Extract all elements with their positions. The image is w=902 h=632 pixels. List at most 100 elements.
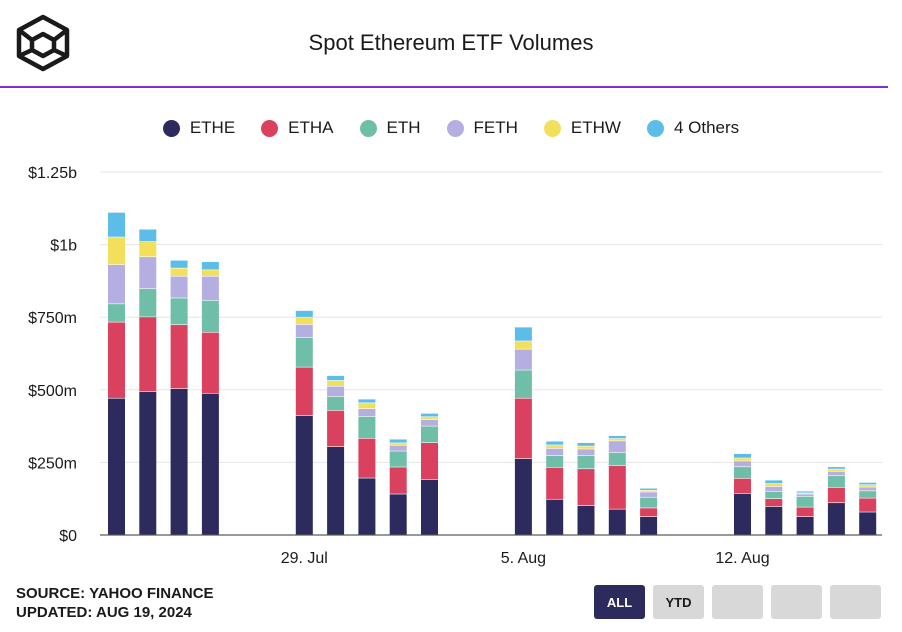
bar-feth-jul-29[interactable] — [295, 324, 313, 338]
bar-eth-jul-23[interactable] — [108, 304, 125, 322]
bar-ethw-aug-16[interactable] — [859, 485, 877, 487]
bar-ethw-aug-2[interactable] — [421, 417, 438, 420]
bar-feth-jul-30[interactable] — [327, 386, 345, 397]
bar-ethe-jul-29[interactable] — [295, 415, 313, 535]
bar-ethe-aug-8[interactable] — [608, 509, 626, 535]
bar-etha-jul-25[interactable] — [170, 325, 188, 389]
bar-etha-aug-8[interactable] — [608, 465, 626, 509]
bar-ethw-aug-15[interactable] — [827, 469, 845, 472]
bar-ethw-aug-12[interactable] — [734, 458, 751, 461]
bar-eth-jul-31[interactable] — [358, 416, 376, 438]
bar-eth-aug-12[interactable] — [734, 467, 751, 479]
bar-4-others-jul-23[interactable] — [108, 212, 125, 237]
bar-etha-jul-30[interactable] — [327, 410, 345, 447]
range-button-option-4[interactable] — [771, 585, 822, 619]
bar-4-others-aug-6[interactable] — [546, 441, 564, 445]
bar-4-others-jul-29[interactable] — [295, 310, 313, 317]
bar-ethw-jul-31[interactable] — [358, 403, 376, 409]
bar-feth-aug-15[interactable] — [827, 471, 845, 476]
bar-4-others-jul-25[interactable] — [170, 260, 188, 268]
bar-4-others-aug-15[interactable] — [827, 467, 845, 469]
bar-4-others-aug-5[interactable] — [514, 327, 532, 341]
bar-feth-aug-8[interactable] — [608, 441, 626, 453]
bar-ethe-aug-6[interactable] — [546, 499, 564, 535]
range-button-option-5[interactable] — [830, 585, 881, 619]
bar-ethw-jul-30[interactable] — [327, 380, 345, 387]
bar-feth-aug-13[interactable] — [765, 486, 783, 492]
bar-ethw-aug-1[interactable] — [389, 443, 407, 445]
legend-item-eth[interactable]: ETH — [359, 118, 421, 138]
bar-ethe-jul-31[interactable] — [358, 478, 376, 535]
bar-feth-aug-6[interactable] — [546, 448, 564, 456]
bar-4-others-aug-2[interactable] — [421, 413, 438, 417]
bar-ethw-aug-6[interactable] — [546, 445, 564, 449]
bar-ethe-aug-12[interactable] — [734, 493, 751, 535]
bar-feth-jul-25[interactable] — [170, 276, 188, 298]
bar-feth-aug-7[interactable] — [577, 449, 595, 456]
bar-eth-jul-30[interactable] — [327, 396, 345, 411]
bar-4-others-aug-12[interactable] — [734, 453, 751, 458]
bar-etha-jul-23[interactable] — [108, 322, 125, 398]
legend-item-etha[interactable]: ETHA — [261, 118, 334, 138]
bar-ethe-aug-14[interactable] — [796, 516, 814, 535]
bar-feth-aug-1[interactable] — [389, 445, 407, 451]
bar-eth-jul-26[interactable] — [201, 300, 219, 332]
bar-4-others-aug-1[interactable] — [389, 439, 407, 443]
bar-etha-aug-1[interactable] — [389, 467, 407, 494]
bar-feth-aug-2[interactable] — [421, 420, 438, 426]
bar-eth-aug-2[interactable] — [421, 426, 438, 443]
legend-item-feth[interactable]: FETH — [446, 118, 518, 138]
bar-feth-jul-31[interactable] — [358, 408, 376, 417]
bar-eth-aug-16[interactable] — [859, 491, 877, 498]
bar-eth-aug-1[interactable] — [389, 451, 407, 467]
bar-ethw-jul-23[interactable] — [108, 237, 125, 265]
bar-ethe-aug-5[interactable] — [514, 458, 532, 535]
bar-eth-aug-5[interactable] — [514, 370, 532, 398]
bar-ethe-aug-9[interactable] — [640, 516, 658, 535]
bar-ethe-jul-25[interactable] — [170, 388, 188, 535]
legend-item-4-others[interactable]: 4 Others — [646, 118, 739, 138]
bar-4-others-aug-7[interactable] — [577, 442, 595, 446]
bar-feth-jul-24[interactable] — [139, 257, 157, 289]
range-button-all[interactable]: ALL — [594, 585, 645, 619]
bar-feth-aug-16[interactable] — [859, 487, 877, 491]
bar-feth-aug-12[interactable] — [734, 461, 751, 467]
bar-etha-aug-2[interactable] — [421, 442, 438, 480]
bar-ethw-aug-8[interactable] — [608, 438, 626, 441]
bar-4-others-aug-9[interactable] — [640, 488, 658, 490]
bar-etha-aug-9[interactable] — [640, 508, 658, 517]
bar-ethw-aug-9[interactable] — [640, 490, 658, 492]
bar-eth-aug-9[interactable] — [640, 497, 658, 508]
range-button-ytd[interactable]: YTD — [653, 585, 704, 619]
bar-etha-aug-6[interactable] — [546, 467, 564, 499]
bar-eth-jul-29[interactable] — [295, 337, 313, 367]
bar-ethw-aug-7[interactable] — [577, 446, 595, 449]
bar-eth-aug-15[interactable] — [827, 476, 845, 488]
bar-ethe-aug-7[interactable] — [577, 505, 595, 535]
bar-ethw-jul-26[interactable] — [201, 270, 219, 276]
bar-ethw-aug-5[interactable] — [514, 341, 532, 349]
bar-eth-aug-8[interactable] — [608, 452, 626, 466]
legend-item-ethe[interactable]: ETHE — [162, 118, 235, 138]
bar-etha-aug-13[interactable] — [765, 498, 783, 507]
bar-ethe-aug-15[interactable] — [827, 503, 845, 535]
bar-4-others-jul-31[interactable] — [358, 399, 376, 403]
bar-ethe-aug-2[interactable] — [421, 479, 438, 535]
bar-etha-aug-5[interactable] — [514, 398, 532, 459]
bar-feth-jul-23[interactable] — [108, 264, 125, 304]
bar-eth-aug-7[interactable] — [577, 456, 595, 469]
bar-ethe-jul-23[interactable] — [108, 398, 125, 535]
bar-etha-jul-26[interactable] — [201, 332, 219, 393]
legend-item-ethw[interactable]: ETHW — [543, 118, 621, 138]
bar-feth-aug-9[interactable] — [640, 492, 658, 497]
bar-4-others-jul-26[interactable] — [201, 262, 219, 270]
bar-etha-aug-14[interactable] — [796, 507, 814, 517]
bar-eth-aug-14[interactable] — [796, 496, 814, 507]
bar-eth-jul-25[interactable] — [170, 298, 188, 325]
bar-4-others-jul-30[interactable] — [327, 375, 345, 381]
bar-ethw-jul-29[interactable] — [295, 317, 313, 325]
bar-ethe-aug-16[interactable] — [859, 512, 877, 535]
bar-feth-jul-26[interactable] — [201, 276, 219, 301]
bar-4-others-aug-16[interactable] — [859, 482, 877, 485]
bar-feth-aug-5[interactable] — [514, 349, 532, 370]
